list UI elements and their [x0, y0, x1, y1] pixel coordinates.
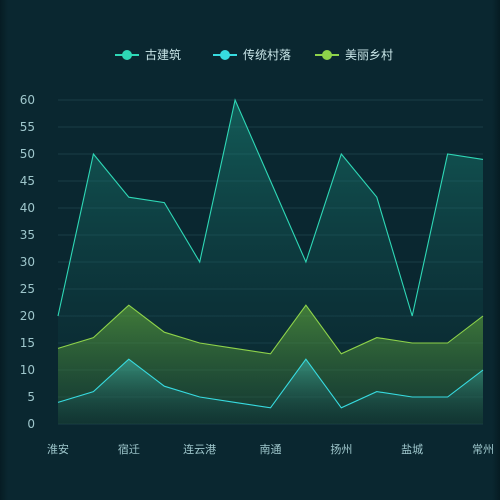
x-tick-label: 常州 — [472, 443, 494, 456]
y-tick-label: 55 — [20, 120, 35, 134]
legend: 古建筑 传统村落 美丽乡村 — [115, 47, 393, 62]
x-tick-label: 盐城 — [401, 443, 423, 456]
series-line-2[interactable] — [57, 304, 484, 355]
y-tick-label: 5 — [27, 390, 35, 404]
y-tick-label: 30 — [20, 255, 35, 269]
legend-swatch-marker — [322, 50, 332, 60]
series-areas — [58, 100, 483, 424]
series-area-1 — [58, 359, 483, 424]
y-tick-label: 0 — [27, 417, 35, 431]
x-tick-label: 扬州 — [330, 442, 352, 456]
legend-item[interactable]: 古建筑 — [115, 47, 181, 62]
y-tick-label: 40 — [20, 201, 35, 215]
series-line-0[interactable] — [57, 98, 484, 317]
y-tick-label: 15 — [20, 336, 35, 350]
x-axis: 淮安 宿迁 连云港 南通 扬州 盐城 常州 — [47, 442, 494, 456]
x-tick-label: 宿迁 — [118, 442, 140, 456]
y-tick-label: 60 — [20, 93, 35, 107]
legend-swatch-marker — [122, 50, 132, 60]
x-tick-label: 南通 — [260, 443, 282, 456]
y-tick-label: 45 — [20, 174, 35, 188]
legend-label: 传统村落 — [243, 47, 291, 62]
x-tick-label: 淮安 — [47, 442, 69, 456]
y-tick-label: 20 — [20, 309, 35, 323]
y-tick-label: 25 — [20, 282, 35, 296]
series-line-1[interactable] — [57, 358, 484, 409]
x-tick-label: 连云港 — [183, 443, 216, 456]
legend-label: 古建筑 — [145, 47, 181, 62]
y-axis: 0 5 10 15 20 25 30 35 40 45 50 55 60 — [20, 93, 35, 431]
y-tick-label: 10 — [20, 363, 35, 377]
legend-item[interactable]: 美丽乡村 — [315, 48, 393, 62]
legend-swatch-marker — [220, 50, 230, 60]
legend-label: 美丽乡村 — [345, 48, 393, 62]
y-tick-label: 35 — [20, 228, 35, 242]
y-tick-label: 50 — [20, 147, 35, 161]
legend-item[interactable]: 传统村落 — [213, 47, 291, 62]
series-lines — [57, 98, 484, 409]
